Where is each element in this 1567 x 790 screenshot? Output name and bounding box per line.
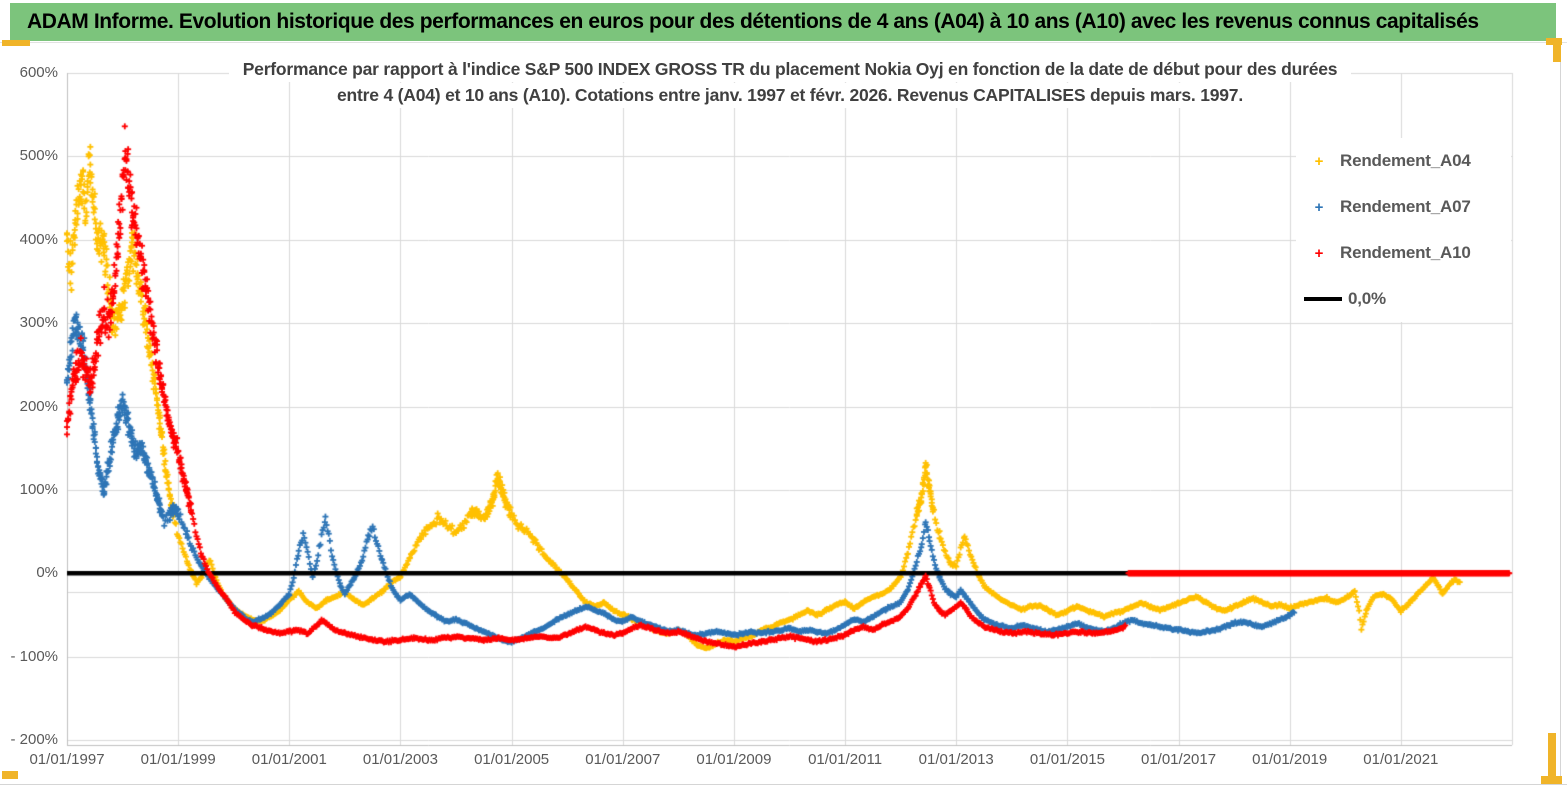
x-tick-label: 01/01/2013 [918, 751, 994, 768]
x-tick-label: 01/01/1997 [29, 751, 105, 768]
chart-title: Performance par rapport à l'indice S&P 5… [67, 57, 1513, 109]
x-tick-label: 01/01/2009 [696, 751, 772, 768]
chart-title-line1: Performance par rapport à l'indice S&P 5… [228, 57, 1352, 82]
y-tick-label: 500% [19, 147, 58, 165]
y-tick-label: - 100% [10, 647, 58, 665]
x-tick-label: 01/01/2019 [1252, 751, 1328, 768]
y-tick-label: 200% [19, 397, 58, 415]
x-tick-label: 01/01/2015 [1029, 751, 1105, 768]
y-tick-label: 100% [19, 480, 58, 498]
chart-legend: + Rendement_A04 + Rendement_A07 + Rendem… [1296, 138, 1511, 322]
x-tick-label: 01/01/2003 [362, 751, 438, 768]
x-tick-label: 01/01/1999 [140, 751, 216, 768]
legend-item-a07: + Rendement_A07 [1296, 184, 1511, 230]
legend-item-a10: + Rendement_A10 [1296, 230, 1511, 276]
x-tick-label: 01/01/2005 [474, 751, 550, 768]
x-tick-label: 01/01/2001 [251, 751, 327, 768]
gold-border-accent-bottom-right [1541, 776, 1562, 784]
legend-label: Rendement_A07 [1340, 197, 1471, 216]
gold-border-accent-top-left [2, 40, 30, 46]
header-bar: ADAM Informe. Evolution historique des p… [10, 3, 1556, 41]
x-tick-label: 01/01/2007 [585, 751, 661, 768]
plus-marker-icon: + [1314, 244, 1324, 262]
legend-label: 0,0% [1348, 289, 1386, 308]
gold-border-accent-top-right-stub [1553, 38, 1561, 62]
sheet-right-divider [1560, 42, 1561, 784]
chart-title-line2: entre 4 (A04) et 10 ans (A10). Cotations… [323, 83, 1257, 108]
y-tick-label: - 200% [10, 731, 58, 748]
legend-label: Rendement_A04 [1340, 151, 1471, 170]
y-tick-label: 300% [19, 314, 58, 332]
plus-marker-icon: + [1314, 152, 1324, 170]
legend-item-a04: + Rendement_A04 [1296, 138, 1511, 184]
y-tick-label: 400% [19, 230, 58, 248]
legend-label: Rendement_A10 [1340, 243, 1471, 262]
page-title: ADAM Informe. Evolution historique des p… [27, 10, 1479, 33]
gold-border-accent-bottom-left [2, 771, 18, 779]
x-tick-label: 01/01/2017 [1140, 751, 1217, 768]
sheet-bottom-divider [0, 784, 1567, 785]
x-tick-label: 01/01/2011 [808, 751, 883, 768]
gold-border-accent-right-bottom [1548, 733, 1556, 780]
zero-line-icon [1304, 297, 1342, 301]
plus-marker-icon: + [1314, 198, 1324, 216]
y-tick-label: 600% [19, 64, 58, 81]
x-tick-label: 01/01/2021 [1363, 751, 1439, 768]
legend-item-zero-line: 0,0% [1296, 276, 1511, 322]
y-tick-label: 0% [36, 564, 58, 582]
sheet-row-divider [0, 42, 1567, 43]
